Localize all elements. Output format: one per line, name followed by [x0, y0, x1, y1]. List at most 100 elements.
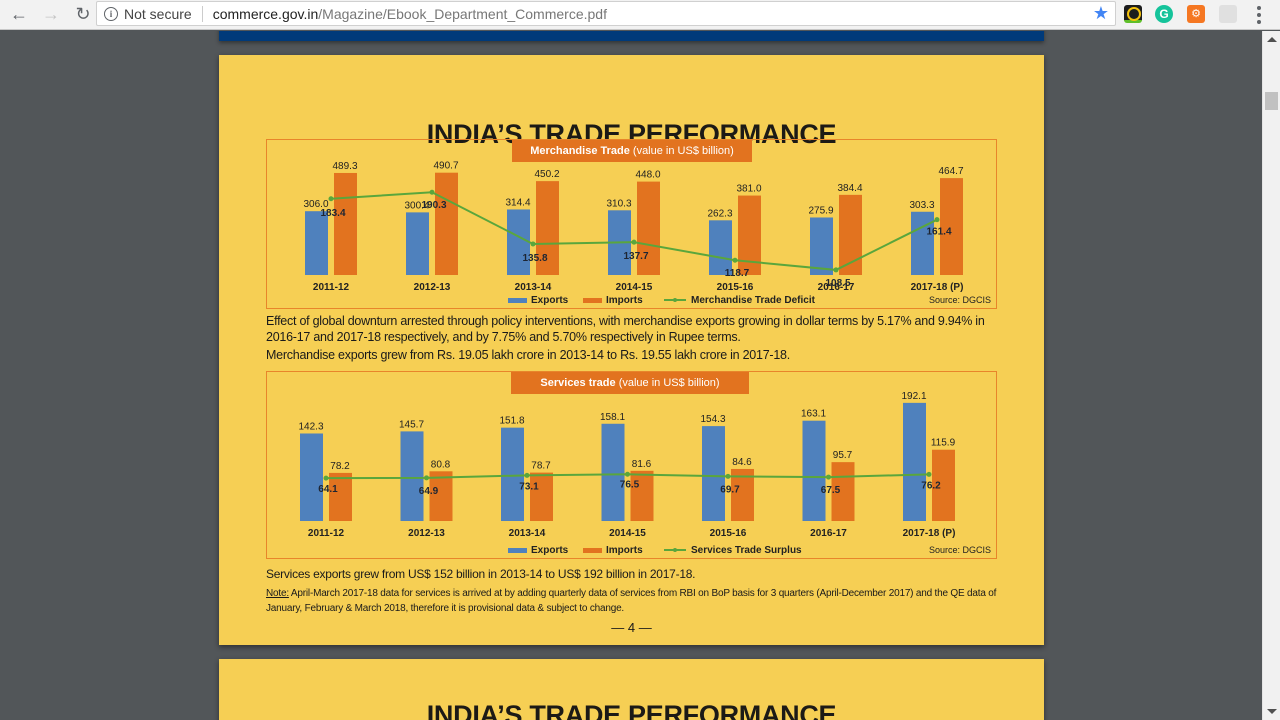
line-marker	[524, 472, 530, 478]
bar-group: 314.4 450.2 2013-14 135.8	[505, 169, 559, 293]
grammarly-icon[interactable]: G	[1155, 5, 1173, 23]
address-bar[interactable]: i Not secure commerce.gov.in/Magazine/Eb…	[96, 1, 1116, 26]
divider	[201, 5, 203, 22]
merchandise-trade-chart: Merchandise Trade (value in US$ billion)…	[266, 139, 997, 309]
chart-title: Services trade	[540, 377, 616, 389]
line-marker	[631, 239, 637, 245]
line-value: 161.4	[926, 227, 951, 238]
category-label: 2013-14	[509, 528, 546, 539]
category-label: 2012-13	[408, 528, 445, 539]
line-value: 190.3	[421, 200, 446, 211]
scroll-thumb[interactable]	[1265, 92, 1278, 110]
forward-arrow-icon: →	[42, 4, 60, 24]
info-icon[interactable]: i	[104, 6, 118, 21]
note-text: April-March 2017-18 data for services is…	[266, 588, 997, 614]
browser-toolbar: ← → ↻ i Not secure commerce.gov.in/Magaz…	[0, 0, 1280, 30]
imports-bar	[738, 195, 761, 275]
forward-button[interactable]: →	[38, 2, 64, 28]
exports-bar	[507, 209, 530, 275]
category-label: 2015-16	[710, 528, 747, 539]
line-marker	[926, 471, 932, 477]
scroll-down-arrow-icon[interactable]	[1267, 709, 1277, 714]
line-marker	[826, 474, 831, 480]
line-value: 118.7	[725, 268, 750, 279]
url-host[interactable]: commerce.gov.in	[212, 5, 319, 22]
bar-group: 192.1 115.9 2017-18 (P) 76.2	[901, 391, 955, 539]
merchandise-chart-plot: 306.0 489.3 2011-12 183.4 300.4 490.7 2012-13 1…	[303, 161, 963, 306]
note-label: Note:	[266, 588, 289, 599]
extension-icon[interactable]	[1219, 5, 1237, 23]
line-value: 76.5	[620, 479, 640, 490]
imports-bar	[932, 449, 955, 521]
ext-checkmark-icon[interactable]	[1124, 5, 1142, 23]
hubspot-icon[interactable]: ⚙	[1187, 5, 1205, 23]
line-marker	[732, 257, 738, 263]
line-marker	[323, 475, 329, 481]
line-value: 135.8	[522, 253, 547, 264]
chart-source: Source: DGCIS	[928, 295, 991, 305]
exports-value: 158.1	[600, 412, 625, 423]
pdf-viewer[interactable]: INDIA’S TRADE PERFORMANCE Merchandise Tr…	[0, 31, 1262, 720]
exports-value: 314.4	[505, 197, 530, 208]
chart-legend: Exports Imports Services Trade Surplus	[508, 545, 802, 556]
exports-bar	[400, 431, 424, 521]
bookmark-star-icon[interactable]: ★	[1092, 3, 1109, 23]
imports-bar	[536, 181, 559, 275]
imports-bar	[630, 470, 654, 521]
category-label: 2014-15	[609, 528, 646, 539]
bar-group: 303.3 464.7 2017-18 (P) 161.4	[909, 166, 963, 293]
line-marker	[934, 217, 940, 223]
bar-group: 158.1 81.6 2014-15 76.5	[600, 412, 654, 539]
bar-group: 306.0 489.3 2011-12 183.4	[303, 161, 357, 293]
bar-group: 154.3 84.6 2015-16 69.7	[700, 414, 754, 539]
exports-value: 142.3	[298, 421, 323, 432]
exports-value: 262.3	[707, 208, 732, 219]
chart-subtitle: (value in US$ billion)	[618, 377, 720, 389]
reload-button[interactable]: ↻	[70, 2, 96, 28]
reload-icon: ↻	[75, 4, 91, 24]
line-value: 67.5	[821, 485, 841, 496]
security-label[interactable]: Not secure	[124, 5, 192, 22]
exports-value: 154.3	[700, 414, 725, 425]
chart-title: Merchandise Trade	[530, 145, 630, 157]
menu-kebab-icon[interactable]	[1252, 5, 1266, 25]
back-button[interactable]: ←	[6, 2, 32, 28]
paragraph-2: Merchandise exports grew from Rs. 19.05 …	[266, 348, 790, 362]
next-page-title: INDIA’S TRADE PERFORMANCE	[426, 700, 837, 720]
pdf-page-4: INDIA’S TRADE PERFORMANCE Merchandise Tr…	[219, 55, 1044, 645]
bar-group: 151.8 78.7 2013-14 73.1	[499, 416, 553, 539]
exports-bar	[709, 220, 732, 275]
imports-value: 384.4	[837, 183, 862, 194]
imports-bar	[329, 472, 352, 521]
bar-group: 145.7 80.8 2012-13 64.9	[399, 419, 453, 539]
legend-exports: Exports	[531, 545, 569, 556]
chart-header: Merchandise Trade (value in US$ billion)	[512, 140, 752, 162]
vertical-scrollbar[interactable]	[1262, 31, 1280, 720]
services-chart-plot: 142.3 78.2 2011-12 64.1 145.7 80.8 2012-13 64.9…	[298, 391, 955, 556]
paragraph-1: Effect of global downturn arrested throu…	[266, 314, 985, 344]
exports-value: 151.8	[499, 416, 524, 427]
line-marker	[725, 473, 731, 479]
imports-value: 81.6	[632, 459, 652, 470]
imports-bar	[429, 471, 453, 521]
line-value: 64.1	[318, 484, 338, 495]
imports-value: 489.3	[332, 161, 357, 172]
exports-bar	[300, 433, 323, 521]
legend-exports: Exports	[531, 295, 569, 306]
line-marker	[625, 471, 630, 477]
scroll-up-arrow-icon[interactable]	[1267, 37, 1277, 42]
services-trade-chart: Services trade (value in US$ billion) 14…	[266, 371, 997, 559]
chart-source: Source: DGCIS	[928, 545, 991, 555]
imports-value: 84.6	[732, 457, 752, 468]
imports-bar	[731, 468, 754, 521]
exports-bar	[702, 426, 725, 521]
imports-value: 490.7	[433, 161, 458, 172]
url-path[interactable]: /Magazine/Ebook_Department_Commerce.pdf	[318, 5, 607, 22]
line-marker	[328, 196, 334, 202]
exports-value: 303.3	[909, 200, 934, 211]
line-marker	[530, 241, 536, 247]
imports-bar	[435, 172, 458, 275]
line-value: 64.9	[419, 486, 439, 497]
next-page: INDIA’S TRADE PERFORMANCE	[219, 659, 1044, 720]
legend-imports: Imports	[606, 295, 643, 306]
